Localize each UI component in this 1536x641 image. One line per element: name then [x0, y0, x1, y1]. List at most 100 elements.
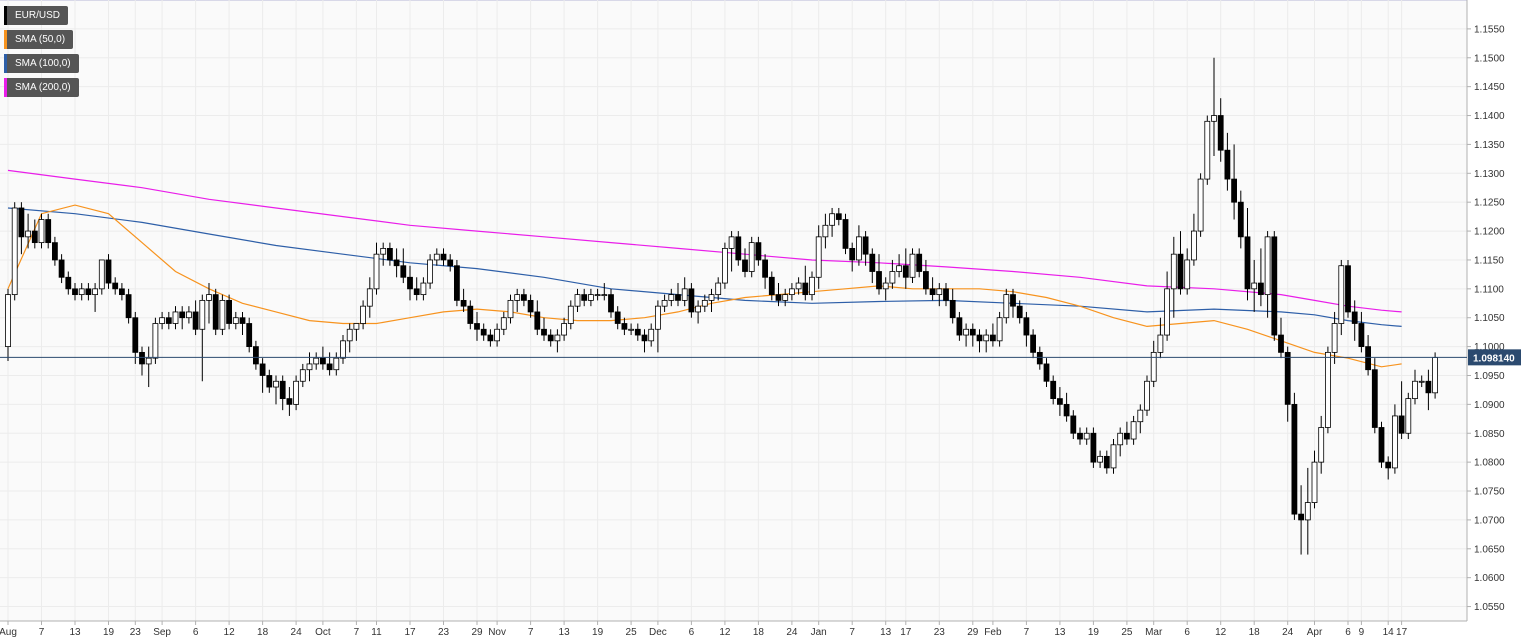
- x-tick-label: 12: [719, 627, 731, 638]
- candle-body-down: [1010, 294, 1016, 307]
- x-tick-label: 6: [1345, 627, 1351, 638]
- candle-body-up: [896, 265, 902, 272]
- candle-body-up: [1157, 334, 1164, 353]
- candle-body-up: [306, 363, 313, 371]
- candle-body-up: [98, 259, 105, 290]
- y-tick-label: 1.0700: [1474, 515, 1505, 526]
- x-tick-label: 13: [1054, 627, 1066, 638]
- candle-body-up: [701, 299, 708, 307]
- x-tick-label: Mar: [1145, 627, 1163, 638]
- candle-body-up: [722, 247, 728, 284]
- candle-body-up: [380, 247, 387, 255]
- candle-body-down: [319, 357, 326, 365]
- candle-body-up: [829, 213, 835, 226]
- candle-body-up: [299, 369, 306, 382]
- y-tick-label: 1.1200: [1474, 227, 1505, 238]
- candle-body-down: [45, 219, 52, 244]
- current-price-tag-bg: [1468, 349, 1521, 366]
- candle-body-up: [152, 323, 159, 359]
- candle-body-down: [923, 271, 929, 290]
- candle-body-up: [500, 317, 507, 330]
- candle-body-up: [715, 282, 722, 296]
- y-tick-label: 1.1550: [1474, 24, 1505, 35]
- y-tick-label: 1.1050: [1474, 313, 1505, 324]
- candle-body-down: [1358, 323, 1365, 348]
- candle-body-down: [1284, 351, 1291, 405]
- candle-body-down: [1385, 461, 1392, 469]
- legend-item-sma100[interactable]: SMA (100,0): [4, 54, 79, 73]
- candle-body-up: [648, 328, 655, 342]
- candle-body-up: [1170, 253, 1177, 290]
- candle-body-up: [1251, 282, 1258, 290]
- candle-body-up: [554, 334, 561, 342]
- candle-body-up: [1412, 380, 1418, 399]
- candle-body-down: [621, 323, 628, 330]
- candle-body-down: [440, 253, 447, 261]
- candle-body-up: [856, 236, 862, 261]
- candle-body-down: [487, 334, 494, 342]
- x-tick-label: 24: [291, 627, 303, 638]
- candle-body-down: [72, 288, 78, 296]
- legend-swatch: [4, 78, 7, 97]
- x-tick-label: 23: [438, 627, 450, 638]
- candle-body-up: [795, 282, 802, 290]
- candle-body-down: [1043, 363, 1050, 382]
- candle-body-up: [1318, 427, 1325, 463]
- candle-body-down: [688, 288, 695, 313]
- candle-body-up: [92, 288, 98, 296]
- x-tick-label: 17: [900, 627, 912, 638]
- candle-body-down: [266, 375, 273, 388]
- candle-body-up: [1331, 323, 1338, 353]
- candle-body-down: [1077, 432, 1083, 440]
- y-tick-label: 1.0850: [1474, 429, 1505, 440]
- candle-body-down: [1224, 149, 1231, 180]
- candle-body-down: [608, 294, 614, 313]
- candle-body-down: [1124, 432, 1130, 440]
- x-tick-label: 6: [689, 627, 695, 638]
- x-tick-label: Nov: [488, 627, 506, 638]
- candle-body-up: [1392, 415, 1398, 469]
- candle-body-up: [1137, 409, 1144, 423]
- candle-body-down: [969, 328, 976, 336]
- x-tick-label: 29: [471, 627, 483, 638]
- candle-body-down: [735, 236, 742, 261]
- candle-body-down: [413, 288, 420, 296]
- candle-body-up: [514, 294, 521, 301]
- candle-body-down: [52, 242, 58, 261]
- candle-body-down: [1023, 317, 1030, 336]
- x-tick-label: 17: [1396, 627, 1408, 638]
- legend-item-eurusd[interactable]: EUR/USD: [4, 6, 69, 25]
- candle-body-up: [159, 317, 166, 324]
- current-price-tag: 1.098140: [1468, 349, 1521, 366]
- candle-body-up: [1164, 288, 1170, 336]
- candle-body-down: [1365, 346, 1371, 371]
- x-tick-label: Oct: [315, 627, 331, 638]
- candle-body-down: [534, 311, 541, 330]
- candle-body-down: [453, 265, 460, 301]
- candle-body-down: [675, 294, 681, 301]
- candle-body-up: [1338, 265, 1345, 324]
- x-tick-label: 7: [1024, 627, 1030, 638]
- y-tick-label: 1.1350: [1474, 140, 1505, 151]
- candle-body-down: [1036, 351, 1043, 365]
- candle-body-down: [768, 276, 775, 296]
- candles: [5, 57, 1438, 555]
- candle-body-up: [1418, 380, 1425, 383]
- candle-body-up: [594, 294, 601, 297]
- candle-body-up: [273, 380, 279, 388]
- x-tick-label: 18: [753, 627, 765, 638]
- plot-background: [0, 0, 1467, 621]
- candle-body-up: [172, 311, 179, 324]
- legend-item-sma200[interactable]: SMA (200,0): [4, 78, 79, 97]
- candle-body-up: [11, 207, 18, 296]
- y-tick-label: 1.0600: [1474, 573, 1505, 584]
- candle-body-up: [822, 224, 829, 238]
- candle-body-up: [1432, 357, 1438, 394]
- candle-body-down: [1063, 403, 1070, 417]
- candle-body-down: [990, 334, 996, 342]
- legend-item-sma50[interactable]: SMA (50,0): [4, 30, 74, 49]
- candle-body-up: [232, 317, 239, 324]
- candle-body-up: [433, 253, 440, 261]
